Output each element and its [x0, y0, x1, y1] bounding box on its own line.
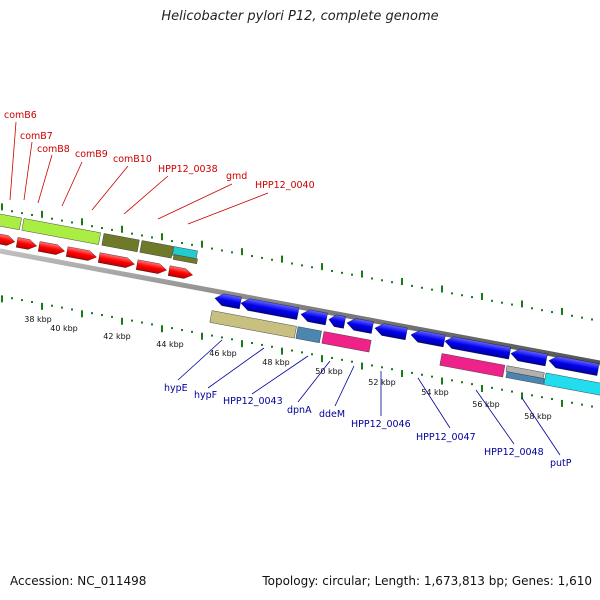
- reverse-gene-track: [214, 293, 600, 376]
- gene-leader-line: [251, 355, 309, 395]
- genes-value: 1,610: [557, 574, 592, 588]
- gene-label: comB7: [20, 131, 53, 142]
- tick-label: 52 kbp: [368, 378, 396, 387]
- gene-label: comB8: [37, 144, 70, 155]
- gene-leader-line: [207, 347, 265, 389]
- gene-label: dpnA: [287, 405, 312, 416]
- cog-block: [543, 372, 600, 396]
- gene-label: comB6: [4, 110, 37, 121]
- forward-gene-arrow: [97, 252, 135, 268]
- forward-gene-arrow: [135, 259, 167, 274]
- forward-gene-arrow: [37, 241, 65, 255]
- cog-block: [172, 254, 198, 265]
- gene-leader-line: [187, 192, 269, 225]
- gene-label: HPP12_0048: [484, 447, 544, 458]
- cog-track-top: [0, 213, 198, 265]
- gene-label: HPP12_0046: [351, 419, 411, 430]
- length-value: 1,673,813 bp: [423, 574, 504, 588]
- cog-block: [139, 240, 174, 259]
- accession-info: Accession: NC_011498: [10, 574, 146, 588]
- gene-leader-line: [475, 389, 515, 445]
- cog-block: [209, 310, 297, 339]
- reverse-gene-arrow: [548, 355, 600, 376]
- gene-label: HPP12_0040: [255, 180, 315, 191]
- forward-gene-arrow: [0, 233, 16, 246]
- gene-label: putP: [550, 458, 572, 469]
- cog-track-bottom: [209, 310, 600, 396]
- gene-label: comB9: [75, 149, 108, 160]
- gene-leader-line: [417, 377, 451, 429]
- inner-tick-ring: [1, 295, 593, 408]
- topology-label: Topology:: [262, 574, 319, 588]
- gene-leader-line: [521, 397, 561, 456]
- tick-label: 44 kbp: [156, 340, 184, 349]
- topology-value: circular: [322, 574, 367, 588]
- reverse-gene-arrow: [240, 298, 300, 320]
- gene-label: HPP12_0038: [158, 164, 218, 175]
- gene-leader-line: [91, 165, 129, 211]
- tick-label: 58 kbp: [524, 412, 552, 421]
- reverse-gene-arrow: [346, 318, 374, 334]
- forward-gene-arrow: [167, 265, 193, 279]
- accession-label: Accession:: [10, 574, 74, 588]
- bottom-gene-labels: hypE hypF HPP12_0043 dpnA ddeM HPP12_0046 HPP1…: [164, 339, 572, 469]
- gene-label: hypE: [164, 383, 188, 394]
- genome-backbone: [0, 248, 600, 366]
- reverse-gene-arrow: [214, 293, 242, 310]
- gene-label: gmd: [226, 171, 247, 182]
- accession-value: NC_011498: [77, 574, 147, 588]
- genes-label: Genes:: [511, 574, 554, 588]
- forward-gene-track: [0, 233, 193, 279]
- outer-tick-ring: [1, 203, 593, 321]
- gene-label: hypF: [194, 390, 217, 401]
- tick-label: 50 kbp: [315, 367, 343, 376]
- genome-summary: Topology: circular; Length: 1,673,813 bp…: [262, 574, 592, 588]
- gene-label: HPP12_0047: [416, 432, 476, 443]
- reverse-gene-arrow: [444, 336, 512, 360]
- reverse-gene-arrow: [328, 314, 346, 329]
- gene-label: ddeM: [319, 409, 345, 420]
- gene-leader-line: [297, 360, 331, 403]
- tick-label: 54 kbp: [421, 388, 449, 397]
- length-label: Length:: [374, 574, 421, 588]
- gene-leader-line: [37, 154, 53, 204]
- gene-leader-line: [334, 365, 355, 407]
- gene-label: HPP12_0043: [223, 396, 283, 407]
- cog-block: [101, 233, 140, 253]
- reverse-gene-arrow: [410, 330, 446, 348]
- gene-leader-line: [123, 175, 169, 215]
- forward-gene-arrow: [15, 237, 38, 250]
- tick-label: 46 kbp: [209, 349, 237, 358]
- cog-block: [295, 326, 322, 344]
- cog-block: [0, 213, 22, 231]
- reverse-gene-arrow: [300, 309, 328, 326]
- map-title: Helicobacter pylori P12, complete genome: [161, 9, 439, 24]
- cog-block: [21, 218, 101, 245]
- cog-block: [321, 331, 372, 353]
- cog-block: [505, 371, 545, 385]
- tick-label: 48 kbp: [262, 358, 290, 367]
- tick-label: 42 kbp: [103, 332, 131, 341]
- gene-leader-line: [23, 141, 33, 201]
- reverse-gene-arrow: [510, 348, 548, 367]
- forward-gene-arrow: [65, 246, 97, 261]
- reverse-gene-arrow: [374, 323, 408, 341]
- gene-leader-line: [61, 161, 83, 207]
- cog-block: [439, 353, 506, 378]
- gene-label: comB10: [113, 154, 152, 165]
- gene-leader-line: [9, 121, 17, 201]
- gene-leader-line: [177, 339, 223, 381]
- tick-label: 40 kbp: [50, 324, 78, 333]
- tick-label: 38 kbp: [24, 315, 52, 324]
- gene-leader-line: [157, 183, 233, 220]
